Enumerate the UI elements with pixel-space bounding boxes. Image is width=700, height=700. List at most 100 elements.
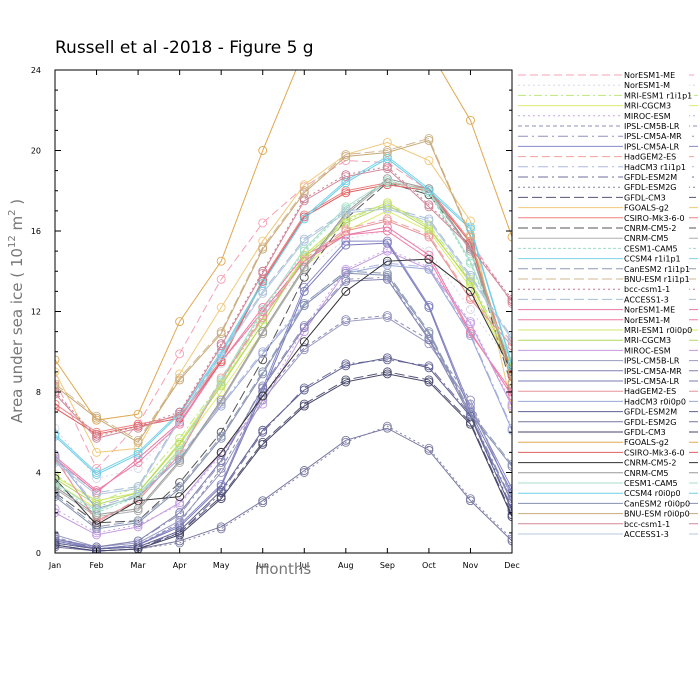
series-line <box>55 139 512 443</box>
data-point <box>258 381 268 391</box>
data-point <box>216 303 226 312</box>
series-line <box>55 204 512 506</box>
data-point <box>133 484 143 494</box>
data-point <box>55 492 60 502</box>
data-point <box>466 256 475 266</box>
x-tick-label: Jul <box>298 561 309 570</box>
data-point <box>299 214 309 224</box>
series-layer <box>55 46 512 553</box>
data-point <box>55 399 60 409</box>
data-point <box>507 383 512 393</box>
data-point <box>466 329 475 339</box>
data-point <box>341 377 351 387</box>
data-point <box>55 453 60 463</box>
series-line <box>55 359 512 550</box>
x-tick-label: Apr <box>173 561 188 570</box>
y-axis-label: Area under sea ice ( 1012 m2 ) <box>1 199 26 423</box>
legend-label-bg <box>623 498 689 508</box>
data-point <box>507 377 512 387</box>
data-point <box>382 313 392 322</box>
data-point <box>466 258 475 268</box>
data-point <box>258 288 268 298</box>
data-point <box>55 423 60 433</box>
legend-label-bg <box>623 213 689 223</box>
data-point <box>92 506 101 516</box>
legend-label: IPSL-CM5A-MR <box>624 367 682 376</box>
data-point <box>55 403 60 413</box>
data-point <box>466 305 475 314</box>
data-point <box>299 236 309 246</box>
data-point <box>507 335 512 345</box>
legend-label-bg <box>623 162 689 172</box>
data-point <box>341 224 351 234</box>
data-point <box>424 254 434 264</box>
legend-label: MRI-ESM1 r0i0p0 <box>624 326 692 335</box>
data-point <box>55 449 60 459</box>
series-line <box>55 180 512 518</box>
series-42 <box>55 268 512 534</box>
legend-label-bg <box>623 509 689 519</box>
x-tick-label: Jan <box>48 561 61 570</box>
legend-label: CNRM-CM5-2 <box>624 459 676 468</box>
data-point <box>507 401 512 411</box>
data-point <box>507 363 512 373</box>
y-axis-label-main: Area under sea ice ( <box>8 272 26 423</box>
data-point <box>175 349 185 359</box>
legend-label: MRI-ESM1 r1i1p1 <box>624 91 692 100</box>
data-point <box>258 244 268 254</box>
legend-label: CanESM2 r1i1p1 <box>624 265 690 274</box>
series-line <box>55 141 512 453</box>
data-point <box>466 286 475 296</box>
data-point <box>258 218 268 228</box>
data-point <box>92 546 101 553</box>
data-point <box>55 540 60 550</box>
data-point <box>55 532 60 542</box>
legend-label-bg <box>623 458 689 468</box>
data-point <box>216 395 226 405</box>
data-point <box>466 496 475 506</box>
data-point <box>466 242 475 252</box>
legend-label-bg <box>623 447 689 457</box>
data-point <box>424 133 434 143</box>
series-line <box>55 206 512 494</box>
plot-frame <box>54 69 513 554</box>
data-point <box>341 152 351 161</box>
data-point <box>216 457 226 467</box>
series-line <box>55 70 512 421</box>
legend-label-bg <box>623 386 689 396</box>
data-point <box>299 286 309 296</box>
legend-label: BNU-ESM r0i0p0 <box>624 510 690 519</box>
series-line <box>55 137 512 441</box>
data-point <box>341 150 351 159</box>
data-point <box>55 367 60 377</box>
data-point <box>175 445 185 455</box>
series-line <box>55 182 512 524</box>
data-point <box>425 46 433 54</box>
data-point <box>341 435 351 445</box>
data-point <box>341 202 351 212</box>
data-point <box>55 530 60 540</box>
x-tick-label: Mar <box>131 561 147 570</box>
legend-label-bg <box>623 529 689 539</box>
data-point <box>424 375 434 385</box>
legend-label-bg <box>623 111 689 121</box>
legend-label-bg <box>623 70 689 80</box>
legend-label-bg <box>623 407 689 417</box>
series-45 <box>55 204 512 500</box>
data-point <box>175 484 185 494</box>
data-point <box>216 329 226 339</box>
legend-label-bg <box>623 172 689 182</box>
data-point <box>424 202 434 212</box>
data-point <box>341 286 351 296</box>
data-point <box>466 319 475 329</box>
data-point <box>258 425 268 435</box>
legend-label-bg <box>623 519 689 529</box>
data-point <box>55 484 60 494</box>
data-point <box>133 518 143 528</box>
data-point <box>175 482 185 492</box>
data-point <box>55 431 60 441</box>
legend-label: HadCM3 r0i0p0 <box>624 397 686 406</box>
y-axis-label-unit: m <box>8 216 26 231</box>
legend-label-bg <box>623 101 689 111</box>
